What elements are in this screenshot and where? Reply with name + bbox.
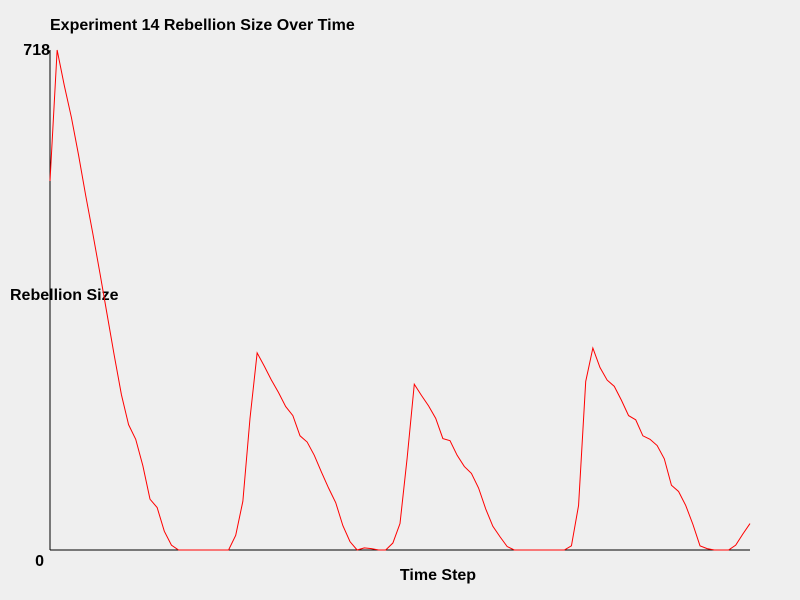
- y-axis-label: Rebellion Size: [10, 287, 119, 304]
- series-layer: [49, 49, 751, 551]
- chart-title: Experiment 14 Rebellion Size Over Time: [50, 17, 355, 34]
- y-tick-label-max: 718: [23, 42, 50, 59]
- x-axis-label: Time Step: [400, 567, 476, 584]
- y-tick-label-min: 0: [35, 553, 44, 570]
- series-line-0: [49, 49, 751, 551]
